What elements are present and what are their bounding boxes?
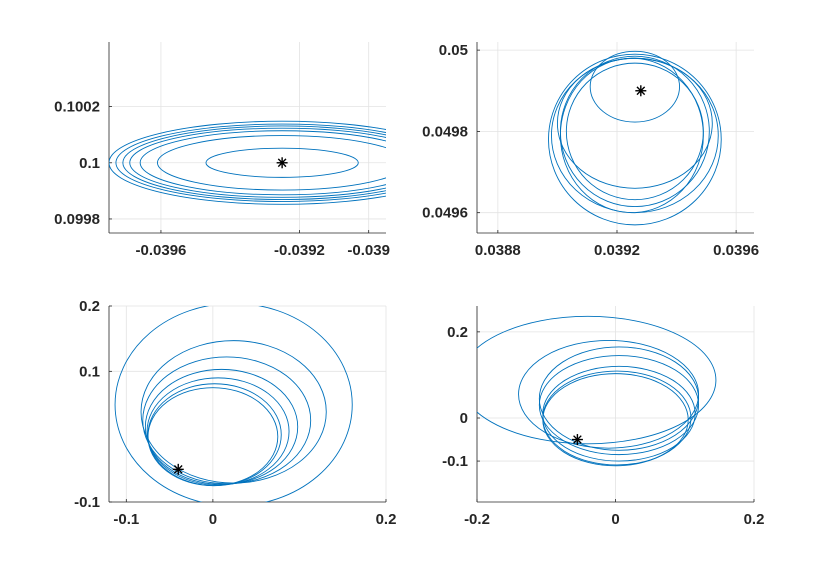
orbit-ellipse [140, 340, 327, 484]
star-marker-stroke [636, 86, 646, 96]
x-tick-label: 0.0396 [713, 242, 759, 259]
subplot-bottom-right: -0.2 0 0.2 -0.1 0 0.2 [442, 306, 764, 528]
y-tick-label: 0.1 [79, 155, 100, 172]
orbit-ellipse [109, 120, 386, 205]
orbit-ellipse [477, 315, 717, 445]
orbit-series [109, 120, 386, 205]
subplot-grid: -0.0396 -0.0392 -0.039 0.0998 0.1 0.1002 0.038… [54, 42, 764, 528]
y-tick-label: -0.1 [442, 453, 468, 470]
orbit-series [114, 306, 353, 502]
orbit-ellipse [139, 130, 386, 196]
orbit-ellipse [129, 127, 386, 198]
orbit-ellipse [548, 53, 722, 226]
subplot-top-right: 0.0388 0.0392 0.0396 0.0496 0.0498 0.05 [422, 42, 759, 259]
x-tick-label: 0.2 [376, 511, 397, 528]
orbit-ellipse [589, 50, 680, 123]
x-tick-label: 0.0388 [475, 242, 521, 259]
star-marker-stroke [173, 464, 183, 474]
orbit-ellipse [142, 356, 312, 485]
x-tick-label: 0.2 [744, 511, 765, 528]
x-tick-label: 0 [611, 511, 619, 528]
x-tick-label: -0.0392 [274, 242, 325, 259]
y-tick-label: 0.05 [439, 42, 468, 59]
x-tick-label: 0.0392 [594, 242, 640, 259]
orbit-ellipse [144, 368, 299, 485]
star-marker [635, 85, 647, 97]
orbit-ellipse [542, 365, 696, 462]
orbit-ellipse [538, 346, 700, 451]
orbit-ellipse [146, 377, 290, 486]
orbit-ellipse [122, 125, 386, 201]
star-marker [276, 157, 288, 169]
orbit-ellipse [157, 135, 386, 191]
orbit-ellipse [114, 306, 353, 502]
y-tick-label: 0.1 [79, 363, 100, 380]
orbit-ellipse [205, 147, 359, 178]
orbit-series [477, 315, 717, 467]
orbit-ellipse [115, 123, 386, 202]
y-tick-label: 0.0496 [422, 205, 468, 222]
orbit-ellipse [518, 340, 700, 449]
orbit-series [548, 50, 722, 226]
orbit-ellipse [556, 57, 713, 189]
star-marker [172, 463, 184, 475]
x-tick-label: -0.0396 [136, 242, 187, 259]
orbit-ellipse [551, 57, 719, 214]
star-marker-stroke [277, 158, 287, 168]
star-marker-stroke [573, 435, 582, 444]
subplot-bottom-left: -0.1 0 0.2 -0.1 0.1 0.2 [74, 298, 396, 528]
y-tick-label: 0.2 [447, 324, 468, 341]
y-tick-label: 0.2 [79, 298, 100, 315]
y-tick-label: 0.0498 [422, 123, 468, 140]
star-marker [571, 434, 583, 446]
x-tick-label: -0.2 [464, 511, 490, 528]
y-tick-label: 0.1002 [54, 99, 100, 116]
y-tick-label: 0 [460, 410, 468, 427]
y-tick-label: -0.1 [74, 494, 100, 511]
subplot-top-left: -0.0396 -0.0392 -0.039 0.0998 0.1 0.1002 [54, 42, 390, 259]
x-tick-label: 0 [209, 511, 217, 528]
y-tick-label: 0.0998 [54, 211, 100, 228]
orbit-ellipse [538, 355, 700, 456]
x-tick-label: -0.1 [113, 511, 139, 528]
x-tick-label: -0.039 [347, 242, 390, 259]
orbit-ellipse [147, 383, 282, 487]
